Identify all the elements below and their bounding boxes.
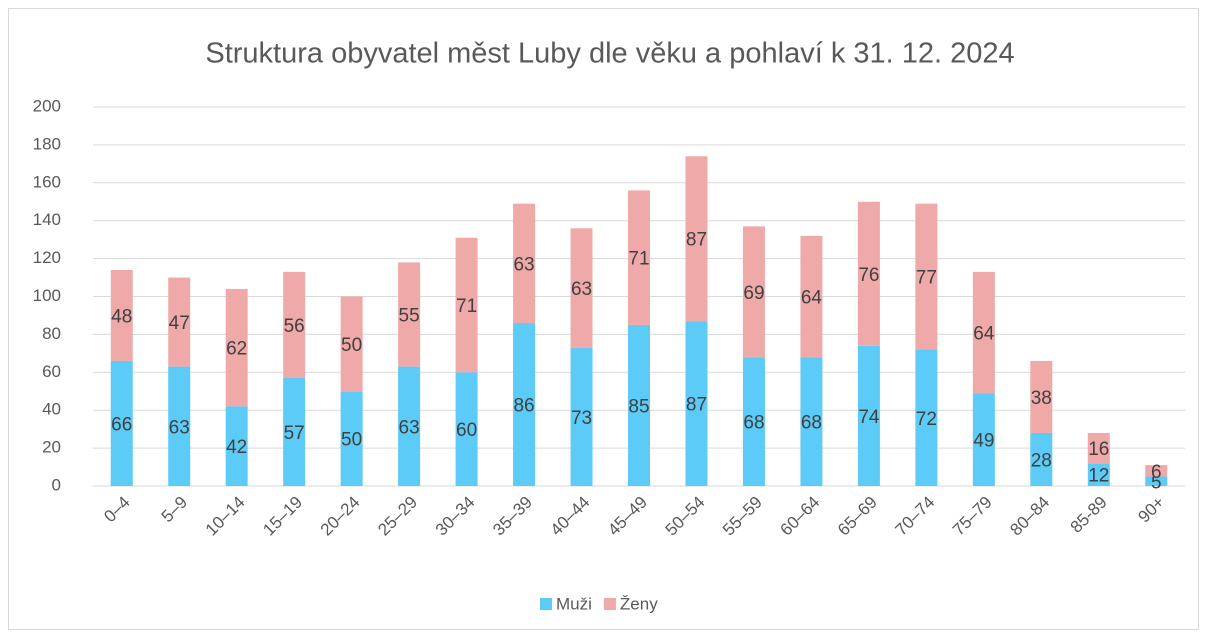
chart-border <box>8 8 1199 630</box>
bar-segment <box>685 321 708 486</box>
bar-segment <box>742 226 765 358</box>
y-tick-label: 120 <box>33 248 61 267</box>
y-tick-label: 100 <box>33 286 61 305</box>
bar-segment <box>742 357 765 486</box>
bar-segment <box>455 237 478 373</box>
bar-segment <box>800 357 823 486</box>
y-tick-label: 180 <box>33 134 61 153</box>
bar-segment <box>513 323 536 486</box>
y-tick-label: 80 <box>42 324 61 343</box>
data-label: 38 <box>1031 388 1052 409</box>
data-label: 68 <box>801 413 822 434</box>
data-label: 69 <box>743 283 764 304</box>
data-label: 86 <box>513 396 534 417</box>
bar-segment <box>1087 463 1110 486</box>
y-tick-label: 0 <box>52 475 61 494</box>
data-label: 77 <box>916 268 937 289</box>
data-label: 47 <box>169 313 190 334</box>
data-label: 66 <box>111 414 132 435</box>
legend-swatch <box>603 598 616 610</box>
data-label: 48 <box>111 306 132 327</box>
bar-segment <box>972 271 995 394</box>
bar-segment <box>915 349 938 486</box>
data-label: 56 <box>284 316 305 337</box>
y-tick-label: 60 <box>42 362 61 381</box>
bar-segment <box>168 277 191 367</box>
y-tick-label: 40 <box>42 400 61 419</box>
bar-segment <box>110 360 133 486</box>
bar-segment <box>283 377 306 486</box>
bar-segment <box>1145 476 1168 486</box>
data-label: 68 <box>743 413 764 434</box>
data-label: 42 <box>226 437 247 458</box>
data-label: 28 <box>1031 450 1052 471</box>
bar-segment <box>340 296 363 392</box>
bar-segment <box>570 228 593 348</box>
legend-swatch <box>540 598 552 610</box>
data-label: 12 <box>1088 466 1109 487</box>
data-label: 64 <box>801 288 823 309</box>
bar-segment <box>1087 432 1110 464</box>
data-label: 16 <box>1088 439 1109 460</box>
y-tick-label: 140 <box>33 210 61 229</box>
data-label: 63 <box>169 417 190 438</box>
bar-segment <box>110 269 133 361</box>
bar-segment <box>398 366 421 486</box>
data-label: 49 <box>973 431 994 452</box>
bar-segment <box>972 393 995 486</box>
data-label: 60 <box>456 420 477 441</box>
bar-segment <box>857 345 880 486</box>
bar-segment <box>1030 432 1053 486</box>
chart-title: Struktura obyvatel měst Luby dle věku a … <box>205 38 1014 70</box>
data-label: 71 <box>628 249 649 270</box>
data-label: 76 <box>858 265 879 286</box>
data-label: 62 <box>226 339 247 360</box>
data-label: 50 <box>341 335 362 356</box>
bar-segment <box>455 372 478 486</box>
bar-segment <box>340 391 363 486</box>
bar-segment <box>225 406 248 486</box>
data-label: 63 <box>571 279 592 300</box>
data-label: 5 <box>1151 472 1162 493</box>
bar-segment <box>915 203 938 350</box>
data-label: 63 <box>513 254 534 275</box>
bar-segment <box>570 347 593 486</box>
bar-segment <box>628 324 650 486</box>
data-label: 72 <box>916 409 937 430</box>
y-tick-label: 160 <box>33 172 61 191</box>
data-label: 71 <box>456 296 477 317</box>
y-tick-label: 20 <box>42 438 61 457</box>
bar-segment <box>628 190 650 325</box>
legend-label: Ženy <box>620 594 658 613</box>
y-tick-label: 200 <box>33 96 61 115</box>
data-label: 50 <box>341 430 362 451</box>
data-label: 73 <box>571 408 592 429</box>
data-label: 57 <box>284 423 305 444</box>
data-label: 85 <box>628 396 649 417</box>
bar-segment <box>685 156 708 322</box>
bar-segment <box>513 203 536 324</box>
legend-label: Muži <box>556 594 592 613</box>
bar-segment <box>857 201 880 346</box>
bar-segment <box>1030 360 1053 433</box>
data-label: 64 <box>973 324 995 345</box>
data-label: 6 <box>1151 462 1162 483</box>
bar-segment <box>168 366 191 486</box>
data-label: 63 <box>399 417 420 438</box>
bar-segment <box>225 288 248 407</box>
bar-segment <box>398 262 421 367</box>
bar-segment <box>800 235 823 358</box>
bar-segment <box>283 271 306 378</box>
data-label: 87 <box>686 395 707 416</box>
data-label: 87 <box>686 230 707 251</box>
data-label: 74 <box>858 407 880 428</box>
data-label: 55 <box>399 306 420 327</box>
bar-segment <box>1145 465 1168 477</box>
